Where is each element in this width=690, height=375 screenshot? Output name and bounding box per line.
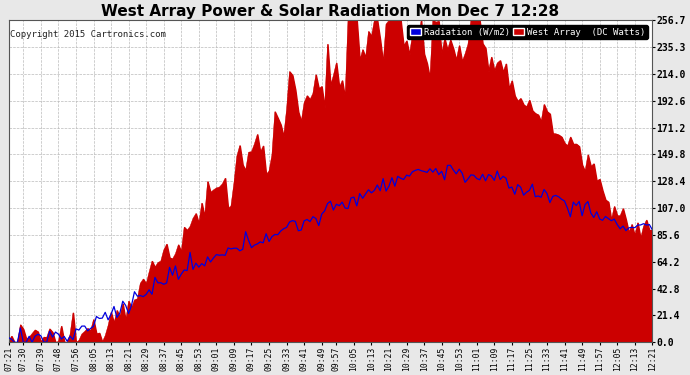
Legend: Radiation (W/m2), West Array  (DC Watts): Radiation (W/m2), West Array (DC Watts)	[407, 25, 648, 39]
Text: Copyright 2015 Cartronics.com: Copyright 2015 Cartronics.com	[10, 30, 166, 39]
Title: West Array Power & Solar Radiation Mon Dec 7 12:28: West Array Power & Solar Radiation Mon D…	[101, 4, 560, 19]
